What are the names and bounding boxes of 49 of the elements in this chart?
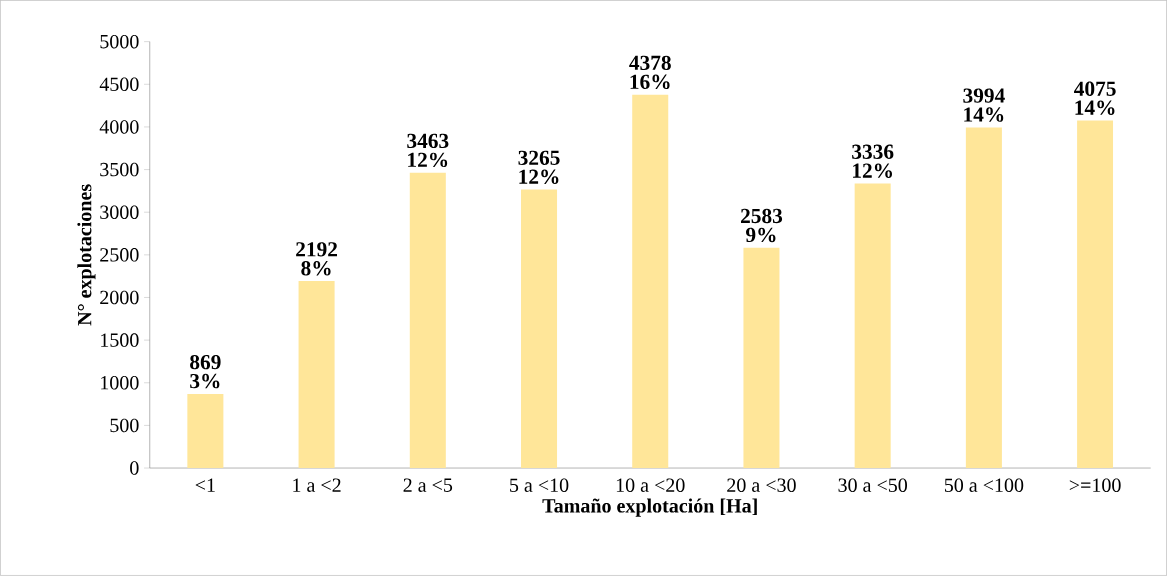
x-tick-label: <1 xyxy=(195,478,215,492)
data-label: 3336 xyxy=(852,144,894,160)
x-tick-label: 10 a <20 xyxy=(616,478,685,493)
y-tick-label: 4000 xyxy=(99,120,139,134)
bar xyxy=(743,247,780,469)
y-tick-label: 0 xyxy=(130,461,139,475)
y-tick-label: 3000 xyxy=(100,205,139,220)
x-axis-title: Tamaño explotación [Ha] xyxy=(542,498,757,517)
annotation: 9% xyxy=(746,227,776,243)
data-label: 3994 xyxy=(963,88,1005,103)
x-tick-label: 1 a <2 xyxy=(293,478,341,493)
x-tick-label: 2 a <5 xyxy=(403,478,453,493)
y-tick-label: 1000 xyxy=(101,376,139,390)
y-tick-label: 1500 xyxy=(101,333,139,347)
y-tick-label: 4500 xyxy=(99,77,139,92)
data-label: 869 xyxy=(190,355,221,370)
y-axis-title: N° explotaciones xyxy=(77,184,96,326)
annotation: 16% xyxy=(630,74,670,90)
bar xyxy=(409,172,446,469)
x-tick-label: 5 a <10 xyxy=(510,478,569,493)
y-tick-label: 500 xyxy=(110,418,139,433)
annotation: 14% xyxy=(1075,100,1115,116)
bar xyxy=(521,189,558,469)
annotation: 12% xyxy=(519,169,559,185)
annotation: 3% xyxy=(190,373,220,389)
x-tick-label: 30 a <50 xyxy=(838,478,908,493)
bar xyxy=(854,183,891,469)
x-tick-label: 20 a <30 xyxy=(727,478,796,493)
y-tick-label: 5000 xyxy=(100,35,139,49)
data-label: 4075 xyxy=(1074,81,1116,97)
bar xyxy=(1077,120,1114,469)
annotation: 12% xyxy=(853,163,893,179)
y-tick-label: 3500 xyxy=(100,162,139,177)
bar xyxy=(298,281,335,469)
x-tick-label: >=100 xyxy=(1069,478,1121,493)
data-label: 4378 xyxy=(629,55,671,71)
bar xyxy=(187,394,224,469)
y-tick-label: 2500 xyxy=(100,248,139,262)
y-tick-label: 2000 xyxy=(100,290,139,305)
bar xyxy=(965,127,1002,469)
data-label: 2192 xyxy=(296,242,338,257)
annotation: 14% xyxy=(964,107,1004,122)
data-label: 3463 xyxy=(407,133,449,149)
annotation: 8% xyxy=(301,261,331,276)
bar xyxy=(632,94,669,469)
x-tick-label: 50 a <100 xyxy=(944,478,1024,493)
data-label: 2583 xyxy=(741,208,783,224)
data-label: 3265 xyxy=(518,150,560,166)
annotation: 12% xyxy=(408,152,448,168)
